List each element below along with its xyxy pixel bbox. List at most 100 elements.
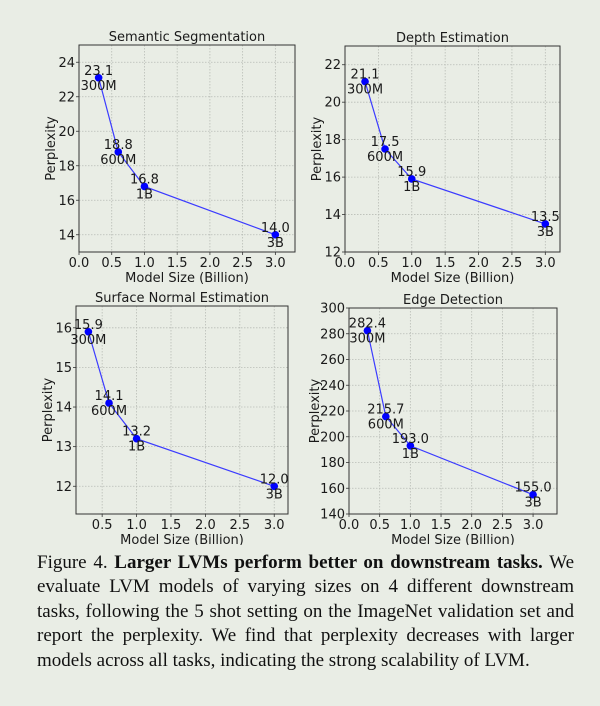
data-point bbox=[140, 182, 149, 191]
data-value-label: 23.1 bbox=[84, 64, 113, 79]
x-tick-label: 2.5 bbox=[232, 256, 253, 271]
x-tick-label: 0.0 bbox=[69, 256, 90, 271]
data-point bbox=[361, 77, 369, 86]
data-point bbox=[541, 220, 550, 228]
data-point bbox=[382, 412, 390, 421]
y-tick-label: 13 bbox=[55, 440, 72, 455]
series-line bbox=[98, 77, 276, 236]
y-tick-label: 180 bbox=[320, 456, 345, 471]
data-point bbox=[94, 73, 103, 82]
y-tick-label: 15 bbox=[55, 361, 72, 376]
data-value-label: 15.9 bbox=[397, 165, 426, 180]
model-size-label: 3B bbox=[524, 496, 541, 511]
y-tick-label: 20 bbox=[58, 125, 75, 140]
y-tick-label: 160 bbox=[320, 482, 345, 497]
data-point bbox=[105, 399, 113, 407]
data-point bbox=[271, 230, 280, 239]
subplot-3: 0.5 1.0 1.5 2.0 2.5 3.0 12 13 14 15 16 Surface Norm… bbox=[41, 291, 289, 545]
plot-frame bbox=[78, 44, 296, 253]
data-point bbox=[406, 441, 415, 450]
model-size-label: 300M bbox=[81, 79, 117, 94]
data-point bbox=[381, 145, 389, 153]
model-size-label: 3B bbox=[267, 236, 284, 251]
x-tick-label: 3.0 bbox=[523, 518, 544, 533]
x-tick-label: 1.5 bbox=[435, 256, 456, 271]
y-tick-label: 14 bbox=[58, 228, 75, 243]
y-tick-label: 14 bbox=[324, 208, 341, 223]
y-tick-label: 240 bbox=[320, 379, 345, 394]
x-tick-label: 0.5 bbox=[369, 518, 390, 533]
caption-title: Larger LVMs perform better on downstream… bbox=[114, 552, 543, 573]
data-point bbox=[270, 482, 279, 491]
x-axis-label: Model Size (Billion) bbox=[391, 533, 515, 545]
x-tick-label: 2.5 bbox=[492, 518, 513, 533]
y-tick-label: 300 bbox=[320, 302, 345, 317]
chart-title: Edge Detection bbox=[403, 293, 503, 308]
x-tick-label: 0.0 bbox=[335, 256, 356, 271]
model-size-label: 300M bbox=[70, 333, 106, 348]
data-value-label: 16.8 bbox=[130, 172, 159, 187]
model-size-label: 600M bbox=[367, 150, 403, 165]
x-tick-label: 3.0 bbox=[535, 256, 556, 271]
figure: 0.0 0.5 1.0 1.5 2.0 2.5 3.0 14 16 18 20 22 24 Semanti… bbox=[41, 30, 561, 545]
data-value-label: 12.0 bbox=[260, 472, 289, 487]
series-line bbox=[87, 331, 275, 487]
model-size-label: 3B bbox=[266, 487, 283, 502]
chart-title: Surface Normal Estimation bbox=[95, 291, 269, 306]
series-line bbox=[366, 330, 534, 496]
x-tick-label: 0.0 bbox=[339, 518, 360, 533]
data-point bbox=[84, 327, 93, 336]
x-tick-label: 0.5 bbox=[368, 256, 389, 271]
model-size-label: 600M bbox=[91, 404, 127, 419]
x-tick-label: 0.5 bbox=[101, 256, 122, 271]
x-tick-label: 3.0 bbox=[264, 518, 285, 533]
data-value-label: 155.0 bbox=[514, 481, 551, 496]
y-tick-label: 18 bbox=[324, 133, 341, 148]
subplot-2: 0.0 0.5 1.0 1.5 2.0 2.5 3.0 12 14 16 18 20 22 Depth E… bbox=[310, 31, 561, 286]
y-axis-label: Perplexity bbox=[41, 377, 56, 442]
data-value-label: 21.1 bbox=[351, 68, 380, 83]
y-tick-label: 12 bbox=[55, 480, 72, 495]
x-tick-label: 1.0 bbox=[134, 256, 155, 271]
caption-body: We evaluate LVM models of varying sizes … bbox=[37, 552, 575, 671]
x-tick-label: 1.5 bbox=[431, 518, 452, 533]
figure-caption: Figure 4. Larger LVMs perform better on … bbox=[37, 551, 574, 673]
data-point bbox=[132, 434, 141, 443]
y-tick-label: 280 bbox=[320, 327, 345, 342]
x-tick-label: 1.0 bbox=[401, 256, 422, 271]
data-value-label: 13.5 bbox=[531, 210, 560, 225]
model-size-label: 600M bbox=[100, 153, 136, 168]
chart-title: Semantic Segmentation bbox=[109, 30, 265, 45]
data-value-label: 14.0 bbox=[261, 221, 290, 236]
data-point bbox=[114, 148, 123, 156]
y-tick-label: 16 bbox=[55, 321, 72, 336]
x-tick-label: 2.0 bbox=[468, 256, 489, 271]
x-tick-label: 1.0 bbox=[400, 518, 421, 533]
x-tick-label: 1.5 bbox=[167, 256, 188, 271]
y-tick-label: 14 bbox=[55, 401, 72, 416]
model-size-label: 1B bbox=[402, 447, 419, 462]
y-tick-label: 260 bbox=[320, 353, 345, 368]
y-tick-label: 16 bbox=[58, 194, 75, 209]
x-tick-label: 2.5 bbox=[229, 518, 250, 533]
x-tick-label: 2.0 bbox=[195, 518, 216, 533]
x-tick-label: 2.0 bbox=[200, 256, 221, 271]
y-tick-label: 24 bbox=[58, 56, 75, 71]
plot-frame bbox=[75, 305, 289, 515]
model-size-label: 600M bbox=[368, 418, 404, 433]
model-size-label: 1B bbox=[403, 180, 420, 195]
x-axis-label: Model Size (Billion) bbox=[391, 271, 515, 286]
y-tick-label: 22 bbox=[324, 58, 341, 73]
series-line bbox=[364, 81, 546, 225]
data-point bbox=[407, 175, 416, 183]
data-value-label: 193.0 bbox=[392, 432, 429, 447]
data-value-label: 215.7 bbox=[367, 403, 404, 418]
plot-frame bbox=[344, 45, 561, 253]
x-tick-label: 1.0 bbox=[126, 518, 147, 533]
x-axis-label: Model Size (Billion) bbox=[125, 271, 249, 286]
y-tick-label: 200 bbox=[320, 430, 345, 445]
data-value-label: 14.1 bbox=[95, 389, 124, 404]
y-tick-label: 140 bbox=[320, 508, 345, 523]
x-axis-label: Model Size (Billion) bbox=[120, 533, 244, 545]
y-tick-label: 16 bbox=[324, 171, 341, 186]
